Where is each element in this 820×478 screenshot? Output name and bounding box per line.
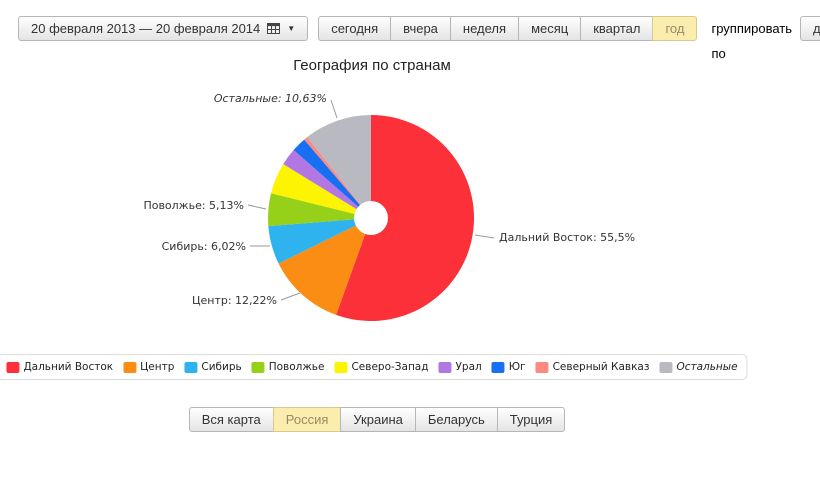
legend-item-7[interactable]: Северный Кавказ [535, 361, 650, 373]
slice-callout-line [330, 99, 338, 119]
tab-russia[interactable]: Россия [272, 407, 342, 432]
pie-slice-3[interactable] [267, 193, 371, 227]
chart-title: География по странам [293, 57, 451, 74]
legend-swatch-icon [438, 361, 452, 373]
slice-label: Поволжье: 5,13% [143, 199, 244, 212]
legend-swatch-icon [535, 361, 549, 373]
slice-label: Сибирь: 6,02% [162, 240, 246, 253]
legend-swatch-icon [251, 361, 265, 373]
legend-label: Северо-Запад [351, 361, 429, 373]
legend-item-6[interactable]: Юг [491, 361, 526, 373]
legend-swatch-icon [123, 361, 137, 373]
pie-slice-7[interactable] [304, 137, 371, 218]
legend-swatch-icon [659, 361, 673, 373]
legend-swatch-icon [491, 361, 505, 373]
legend-swatch-icon [6, 361, 20, 373]
legend-item-4[interactable]: Северо-Запад [334, 361, 429, 373]
legend-label: Остальные [676, 361, 738, 373]
legend-label: Поволжье [268, 361, 325, 373]
period-button-quarter[interactable]: квартал [580, 16, 654, 41]
legend-swatch-icon [184, 361, 198, 373]
legend-item-2[interactable]: Сибирь [184, 361, 242, 373]
group-by-value: дням [813, 21, 820, 36]
calendar-grid-icon [267, 23, 281, 34]
period-button-month[interactable]: месяц [518, 16, 582, 41]
chart-legend: Дальний Восток Центр Сибирь Поволжье Северо-… [0, 354, 748, 380]
tab-all-map[interactable]: Вся карта [188, 407, 274, 432]
legend-item-1[interactable]: Центр [123, 361, 174, 373]
legend-item-8[interactable]: Остальные [659, 361, 738, 373]
map-tabs: Вся карта Россия Украина Беларусь Турция [0, 407, 744, 432]
toolbar: 20 февраля 2013 — 20 февраля 2014 ▼ сего… [18, 16, 820, 66]
legend-label: Северный Кавказ [552, 361, 650, 373]
pie-slice-2[interactable] [268, 218, 371, 264]
pie-hole [354, 201, 388, 235]
pie-slice-5[interactable] [283, 150, 371, 218]
legend-swatch-icon [334, 361, 348, 373]
legend-item-3[interactable]: Поволжье [251, 361, 325, 373]
legend-label: Сибирь [201, 361, 242, 373]
slice-callout-line [247, 204, 267, 210]
pie-slice-4[interactable] [271, 164, 371, 218]
legend-label: Центр [140, 361, 175, 373]
legend-label: Дальний Восток [23, 361, 114, 373]
group-by-dropdown[interactable]: дням ▼ [800, 16, 820, 41]
period-button-today[interactable]: сегодня [318, 16, 392, 41]
tab-ukraine[interactable]: Украина [340, 407, 416, 432]
slice-callout-line [474, 234, 495, 239]
pie-slice-8[interactable] [307, 115, 371, 218]
pie-chart: Остальные: 10,63% Поволжье: 5,13% Сибирь: … [143, 92, 635, 321]
legend-item-0[interactable]: Дальний Восток [6, 361, 113, 373]
slice-callout-line [280, 292, 301, 301]
slice-label: Остальные: 10,63% [214, 92, 327, 105]
group-by-label: группировать по [711, 21, 793, 61]
date-dropdown-arrow-icon: ▼ [287, 23, 296, 33]
chart-area: География по странам Остальные: 10,63% По… [0, 57, 748, 432]
legend-item-5[interactable]: Урал [438, 361, 482, 373]
period-button-yesterday[interactable]: вчера [390, 16, 451, 41]
date-range-button[interactable]: 20 февраля 2013 — 20 февраля 2014 ▼ [18, 16, 309, 41]
tab-belarus[interactable]: Беларусь [414, 407, 498, 432]
legend-label: Юг [508, 361, 526, 373]
pie-slice-0[interactable] [336, 115, 475, 321]
slice-label: Центр: 12,22% [192, 294, 277, 307]
period-button-week[interactable]: неделя [449, 16, 520, 41]
pie-slice-6[interactable] [293, 139, 371, 218]
legend-label: Урал [455, 361, 482, 373]
period-button-group: сегодня вчера неделя месяц квартал год [318, 16, 698, 41]
tab-turkey[interactable]: Турция [496, 407, 566, 432]
period-button-year[interactable]: год [652, 16, 698, 41]
date-range-label: 20 февраля 2013 — 20 февраля 2014 [31, 21, 261, 36]
pie-slice-1[interactable] [278, 218, 371, 315]
slice-label: Дальний Восток: 55,5% [499, 231, 635, 244]
